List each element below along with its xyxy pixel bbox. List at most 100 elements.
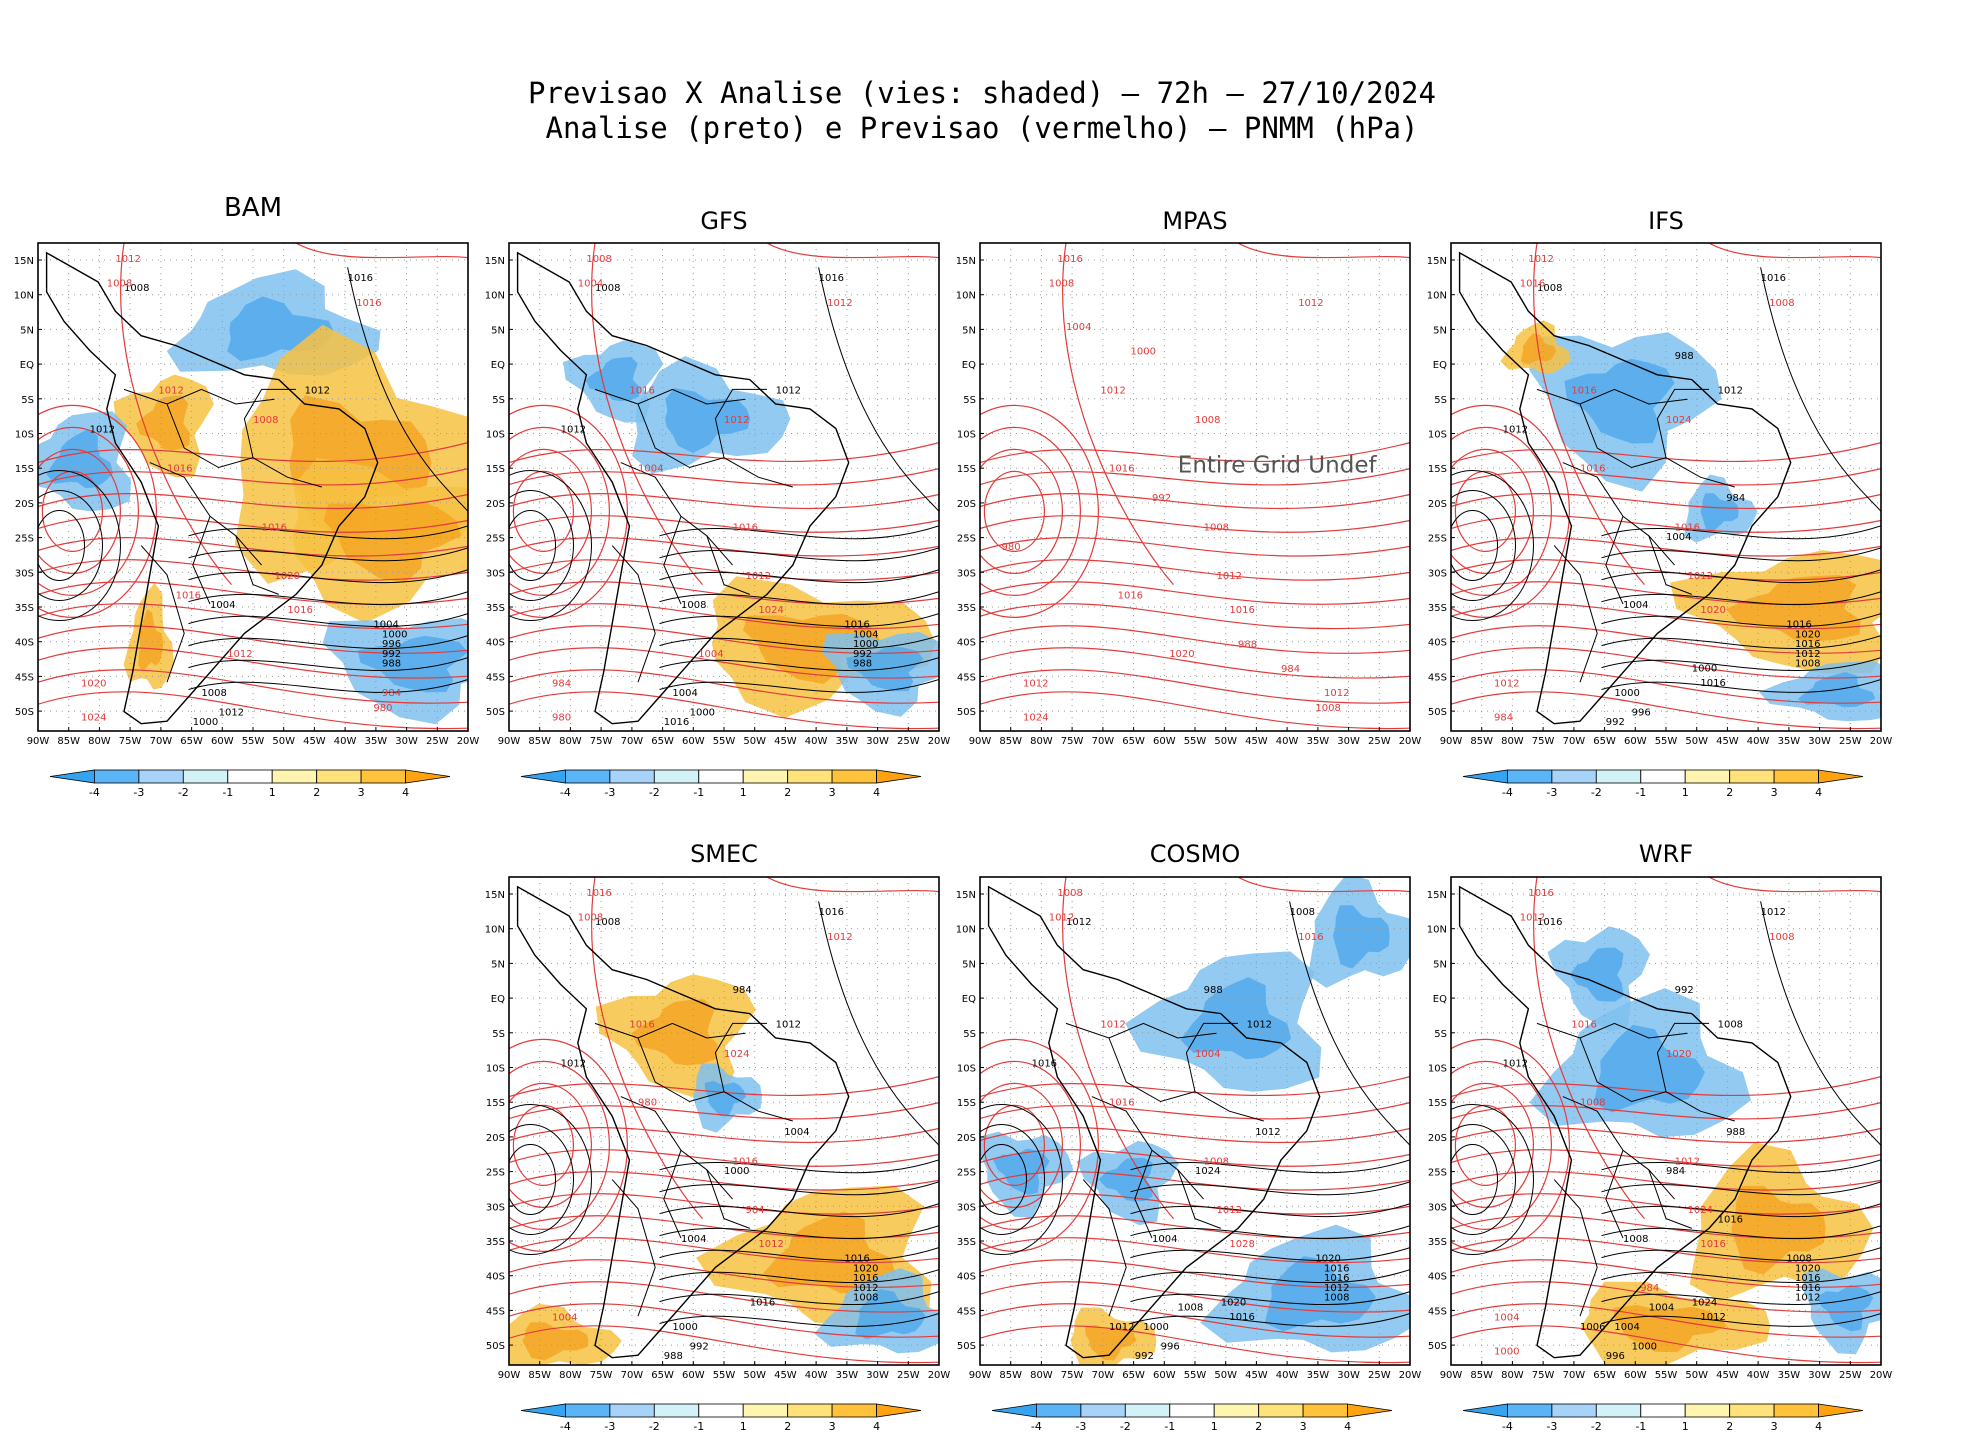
analysis-isobar xyxy=(1601,569,1881,584)
country-border xyxy=(1108,1037,1264,1122)
country-border xyxy=(706,535,750,595)
analysis-isobar xyxy=(659,679,939,693)
lon-tick-label: 35W xyxy=(836,1370,859,1381)
isobar-label-forecast: 980 xyxy=(552,713,571,724)
forecast-isobar xyxy=(509,1259,939,1288)
forecast-isobar xyxy=(980,493,1410,509)
lon-tick-label: 35W xyxy=(836,736,859,747)
isobar-label-analysis: 1012 xyxy=(1324,1283,1349,1294)
analysis-isobar xyxy=(659,1313,939,1327)
isobar-label-analysis: 1020 xyxy=(1795,1263,1820,1274)
forecast-isobar xyxy=(509,1237,939,1264)
lon-tick-label: 80W xyxy=(1501,1370,1524,1381)
isobar-label-analysis: 1016 xyxy=(750,1298,775,1309)
isobar-label-forecast: 984 xyxy=(1281,664,1300,675)
isobar-label-analysis: 1016 xyxy=(1795,1273,1820,1284)
forecast-isobar xyxy=(1451,404,1570,618)
lon-tick-label: 55W xyxy=(1655,1370,1678,1381)
analysis-isobar xyxy=(980,1104,1063,1256)
colorbar-label: -1 xyxy=(1164,1420,1175,1433)
isobar-label-forecast: 1012 xyxy=(758,1239,783,1250)
colorbar-label: -4 xyxy=(560,1420,571,1433)
lat-tick-label: 5S xyxy=(492,1029,505,1040)
isobar-label-forecast: 1012 xyxy=(1298,298,1323,309)
lat-tick-label: 5S xyxy=(21,395,34,406)
isobar-label-forecast: 1016 xyxy=(1109,464,1134,475)
forecast-isobar xyxy=(509,1038,628,1252)
forecast-isobar xyxy=(295,243,468,259)
lat-tick-label: 30S xyxy=(957,568,976,579)
lat-tick-label: 45S xyxy=(486,1306,505,1317)
isobar-label-forecast: 1016 xyxy=(1580,464,1605,475)
isobar-label-forecast: 1016 xyxy=(287,605,312,616)
isobar-label-forecast: 1004 xyxy=(552,1312,577,1323)
forecast-isobar xyxy=(1237,243,1410,259)
forecast-isobar xyxy=(1533,243,1645,585)
isobar-label-forecast: 988 xyxy=(1238,639,1257,650)
forecast-isobar xyxy=(38,625,468,654)
panel-smec: 1016101210081012101610201016101210081004… xyxy=(485,876,950,1433)
isobar-label-analysis: 1008 xyxy=(1290,907,1315,918)
colorbar-label: 1 xyxy=(1211,1420,1218,1433)
colorbar-label: -1 xyxy=(222,786,233,799)
isobar-label-analysis: 1012 xyxy=(1109,1322,1134,1333)
isobar-label-forecast: 1008 xyxy=(1315,703,1340,714)
forecast-isobar xyxy=(38,404,157,618)
analysis-isobar xyxy=(659,635,939,650)
isobar-label-analysis: 1004 xyxy=(672,688,697,699)
isobar-label-analysis: 1012 xyxy=(1247,1019,1272,1030)
lon-tick-label: 30W xyxy=(395,736,418,747)
colorbar-cell xyxy=(182,769,229,784)
isobar-label-analysis: 1020 xyxy=(1795,629,1820,640)
lat-tick-label: 50S xyxy=(957,1341,976,1352)
colorbar-cell xyxy=(1507,1403,1553,1418)
colorbar-cell xyxy=(271,769,317,784)
isobar-label-forecast: 1016 xyxy=(733,1156,758,1167)
analysis-isobar xyxy=(818,901,939,1146)
bias-shade-core xyxy=(522,1322,589,1361)
isobar-label-analysis: 1016 xyxy=(1761,273,1786,284)
forecast-isobar xyxy=(980,603,1410,630)
isobar-label-analysis: 992 xyxy=(382,649,401,660)
isobar-label-forecast: 1008 xyxy=(1580,1098,1605,1109)
lon-tick-label: 20W xyxy=(1399,1370,1422,1381)
lat-tick-label: 10S xyxy=(15,430,34,441)
country-border xyxy=(706,1169,750,1229)
lon-tick-label: 25W xyxy=(426,736,449,747)
isobar-label-forecast: 1016 xyxy=(356,298,381,309)
forecast-isobar xyxy=(980,1127,1410,1143)
isobar-label-forecast: 1016 xyxy=(1675,522,1700,533)
country-border xyxy=(1134,1150,1153,1239)
analysis-isobar xyxy=(509,510,556,582)
analysis-isobar xyxy=(1130,1313,1410,1327)
colorbar-label: 4 xyxy=(873,786,880,799)
lat-tick-label: EQ xyxy=(962,360,976,371)
country-border xyxy=(1185,1022,1238,1092)
lon-tick-label: 90W xyxy=(1440,736,1463,747)
isobar-label-analysis: 988 xyxy=(1204,985,1223,996)
country-border xyxy=(192,516,211,605)
forecast-isobar xyxy=(1451,1149,1881,1167)
lon-tick-label: 80W xyxy=(559,736,582,747)
forecast-isobar xyxy=(509,1281,939,1313)
isobar-label-analysis: 1008 xyxy=(1537,283,1562,294)
isobar-label-analysis: 984 xyxy=(1726,493,1745,504)
bias-shade-core xyxy=(631,999,718,1066)
country-border xyxy=(1648,1169,1692,1229)
lat-tick-label: 50S xyxy=(486,1341,505,1352)
forecast-isobar xyxy=(509,1325,939,1364)
analysis-isobar xyxy=(188,679,468,693)
lat-tick-label: EQ xyxy=(962,994,976,1005)
isobar-label-analysis: 988 xyxy=(382,659,401,670)
isobar-label-forecast: 1012 xyxy=(1688,571,1713,582)
country-border xyxy=(594,1022,746,1039)
colorbar-label: -3 xyxy=(1546,786,1557,799)
colorbar-label: 1 xyxy=(1682,1420,1689,1433)
isobar-label-analysis: 1016 xyxy=(1795,639,1820,650)
isobar-label-analysis: 1016 xyxy=(853,1273,878,1284)
analysis-isobar xyxy=(509,1144,556,1216)
coastline xyxy=(45,251,379,725)
bias-shade-core xyxy=(1098,1158,1153,1202)
isobar-label-forecast: 1004 xyxy=(1195,1049,1220,1060)
colorbar-cell xyxy=(565,1403,611,1418)
